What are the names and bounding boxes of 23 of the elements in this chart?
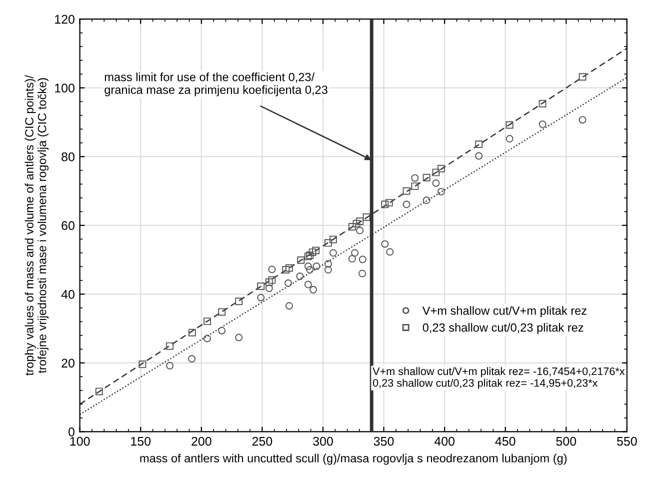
x-tick-label: 450 (495, 436, 516, 446)
annotation: mass limit for use of the coefficient 0,23/ granica mase za primjenu koeficijenta 0,23 (104, 72, 328, 96)
y-tick-label: 80 (62, 152, 74, 162)
y-axis-title: trophy values of mass and volume of antlers (CIC points)/ trofejne vrijednosti mase i volumena rogovlja (CIC točke) (24, 75, 49, 376)
x-tick-label: 400 (434, 436, 455, 446)
y-tick-label: 0 (68, 427, 74, 436)
legend-label: V+m shallow cut/V+m plitak rez (422, 306, 586, 318)
x-tick-label: 100 (70, 436, 90, 446)
legend-label: 0,23 shallow cut/0,23 plitak rez (422, 323, 584, 334)
x-tick-label: 550 (617, 436, 637, 446)
y-tick-label: 100 (55, 84, 74, 92)
x-tick-label: 500 (556, 436, 576, 446)
y-tick-label: 120 (55, 14, 74, 24)
x-tick-label: 300 (313, 436, 333, 446)
y-tick-label: 40 (61, 290, 74, 299)
x-tick-label: 200 (192, 436, 212, 446)
y-tick-label: 60 (62, 221, 74, 230)
x-tick-label: 250 (252, 436, 272, 446)
y-tick-label: 20 (62, 358, 74, 368)
annotation: V+m shallow cut/V+m plitak rez= -16,7454+0,2176*x 0,23 shallow cut/0,23 plitak rez= -14,95+0,23*x (372, 367, 625, 389)
x-tick-label: 350 (374, 436, 394, 446)
x-tick-label: 150 (131, 436, 151, 446)
x-axis-title: mass of antlers with uncutted scull (g)/masa rogovlja s neodrezanom lubanjom (g) (140, 454, 567, 465)
